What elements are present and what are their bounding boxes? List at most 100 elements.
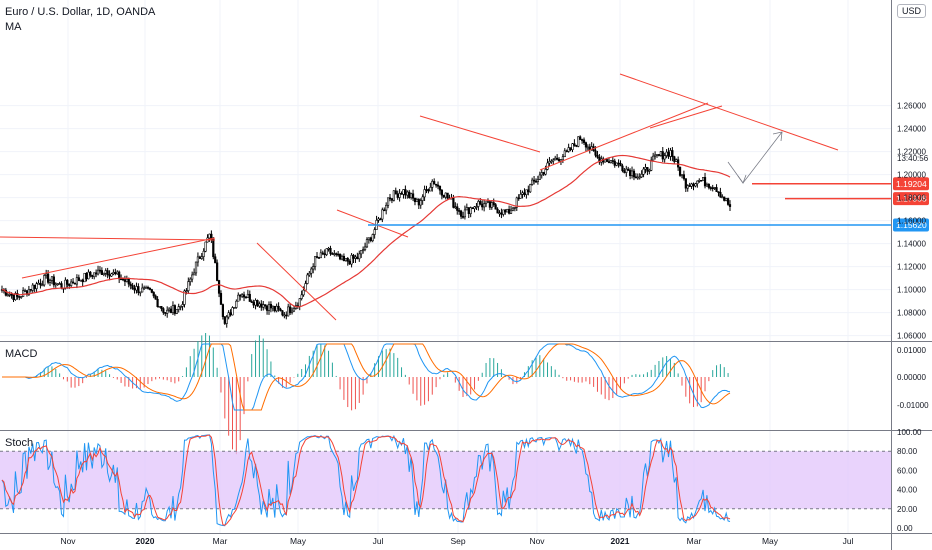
candle (235, 299, 238, 309)
candle (194, 261, 198, 276)
macd-line[interactable] (2, 343, 731, 411)
trendline[interactable] (649, 105, 723, 129)
candle (29, 288, 32, 293)
candle (703, 172, 707, 189)
candle (43, 274, 46, 287)
trendline[interactable] (619, 73, 839, 151)
candle (552, 158, 555, 165)
macd-pane-label[interactable]: MACD (5, 348, 38, 360)
candle (323, 249, 326, 259)
candle (338, 253, 342, 261)
level-1-19204-label: 1.19204 (896, 179, 927, 189)
projection-arrowhead (737, 174, 747, 184)
moving-average-line[interactable] (1, 154, 731, 308)
candle (483, 199, 486, 212)
stoch-d-line[interactable] (1, 434, 731, 526)
candle (171, 301, 175, 316)
stoch-pane-label[interactable]: Stoch (5, 437, 34, 449)
candle (325, 248, 328, 257)
candle (657, 154, 661, 157)
candle (137, 283, 140, 296)
candle (619, 160, 622, 167)
trendline[interactable] (0, 236, 216, 241)
candle (446, 192, 449, 200)
candle (484, 201, 488, 208)
candle (661, 147, 664, 163)
candle (467, 207, 470, 219)
macd-axis-tick: 0.00000 (897, 373, 926, 382)
candle (102, 272, 105, 277)
candle (127, 277, 130, 288)
price-axis-tick: 1.20000 (897, 171, 926, 180)
stoch-axis-tick: 100.00 (897, 428, 922, 437)
candle (285, 311, 288, 320)
candle (181, 301, 184, 311)
candle (427, 188, 430, 194)
candle (371, 233, 374, 243)
price-axis-tick: 1.26000 (897, 102, 926, 111)
candle (402, 189, 405, 199)
candle (669, 147, 672, 161)
candle (77, 274, 80, 282)
candle (369, 236, 372, 243)
candle (292, 305, 296, 312)
level-1-17908-label: 1.17908 (896, 194, 927, 204)
time-axis-tick: Mar (213, 536, 228, 546)
candle (556, 154, 559, 161)
indicator-ma-label[interactable]: MA (5, 21, 22, 33)
candle (629, 168, 632, 180)
candle (473, 206, 476, 213)
candle (379, 217, 382, 221)
candle (123, 275, 127, 287)
trendline[interactable] (336, 209, 409, 238)
candle (279, 307, 282, 312)
candle (400, 191, 403, 195)
candle (83, 272, 86, 283)
candle (519, 189, 522, 199)
candle (277, 302, 280, 312)
candle (532, 176, 536, 185)
candle (164, 312, 167, 317)
candle (58, 281, 61, 285)
candle (567, 143, 570, 153)
stoch-k-line[interactable] (1, 434, 731, 527)
symbol-title[interactable]: Euro / U.S. Dollar, 1D, OANDA (5, 6, 156, 18)
trendline[interactable] (256, 242, 337, 321)
candle (131, 282, 134, 290)
candle (75, 274, 79, 289)
trendline[interactable] (21, 237, 216, 279)
candle (148, 287, 152, 291)
candle (580, 138, 584, 144)
candle (502, 209, 505, 217)
macd-axis-tick: 0.01000 (897, 346, 926, 355)
level-1-15620-tag (893, 218, 929, 232)
level-1-17908-tag (893, 192, 929, 206)
candle (52, 274, 55, 288)
candle (404, 185, 407, 199)
candle (48, 278, 52, 287)
candle (707, 183, 710, 190)
candle (511, 206, 515, 212)
trendline[interactable] (539, 102, 709, 171)
candle (308, 270, 311, 277)
candle (411, 189, 415, 202)
candle (18, 295, 21, 301)
candle (281, 310, 284, 317)
candle (246, 289, 249, 299)
candle (352, 253, 355, 264)
candle (114, 268, 117, 276)
candle (509, 205, 513, 215)
macd-signal-line[interactable] (2, 343, 731, 411)
candle (498, 210, 501, 217)
candle (71, 278, 75, 284)
candle (413, 197, 417, 206)
time-axis-tick: May (290, 536, 307, 546)
candle (617, 159, 620, 168)
trendline[interactable] (419, 115, 541, 153)
time-axis-tick: Jul (843, 536, 854, 546)
candle (684, 178, 687, 193)
candle (273, 305, 276, 313)
currency-button[interactable]: USD (897, 4, 926, 18)
candle (81, 278, 84, 287)
